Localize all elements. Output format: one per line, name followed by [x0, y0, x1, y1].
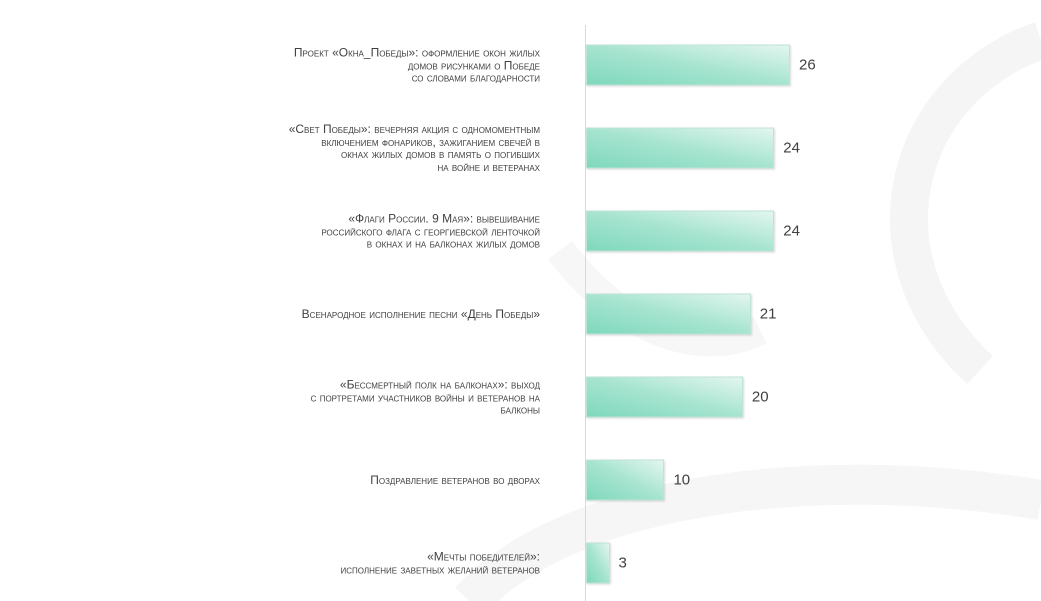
- bar: [586, 127, 775, 169]
- category-label: «Мечты победителей»: исполнение заветных …: [180, 549, 540, 576]
- category-label-line: с портретами участников войны и ветерано…: [310, 389, 540, 404]
- category-label: «Флаги России. 9 Мая»: вывешивание россий…: [180, 212, 540, 250]
- category-label-line: со словами благодарности: [411, 70, 540, 85]
- bar: [586, 210, 775, 252]
- category-label-line: Проект «Окна_Победы»: оформление окон жи…: [293, 45, 540, 60]
- category-label: «Бессмертный полк на балконах»: выход с п…: [180, 378, 540, 416]
- category-label-line: включением фонариков, зажиганием свечей …: [321, 134, 540, 149]
- category-label-line: российского флага с георгиевской ленточк…: [321, 223, 540, 238]
- category-label-line: Всенародное исполнение песни «День Побед…: [301, 306, 540, 321]
- data-label: 24: [783, 222, 800, 240]
- category-label-line: «Бессмертный полк на балконах»: выход: [339, 377, 540, 392]
- bar: [586, 293, 751, 335]
- category-label: Поздравление ветеранов во дворах: [180, 474, 540, 487]
- bar: [586, 376, 743, 418]
- category-label-line: окнах жилых домов в память о погибших: [341, 147, 540, 161]
- category-axis-line: [585, 25, 586, 601]
- bar: [586, 542, 610, 584]
- category-label-line: в окнах и на балконах жилых домов: [366, 236, 540, 251]
- category-label-line: исполнение заветных желаний ветеранов: [340, 562, 540, 576]
- category-label: Всенародное исполнение песни «День Побед…: [180, 308, 540, 321]
- category-label-line: балконы: [500, 402, 541, 417]
- category-label-line: «Мечты победителей»:: [427, 549, 540, 564]
- data-label: 10: [673, 471, 691, 489]
- bar: [586, 459, 665, 501]
- bar: [586, 44, 790, 86]
- category-label: «Свет Победы»: вечерняя акция с одномоме…: [180, 123, 540, 173]
- data-label: 24: [783, 139, 800, 157]
- category-label: Проект «Окна_Победы»: оформление окон жи…: [180, 46, 540, 84]
- category-label-line: на войне и ветеранах: [437, 159, 540, 174]
- data-label: 3: [618, 554, 627, 572]
- category-label-line: Поздравление ветеранов во дворах: [370, 472, 540, 487]
- category-label-line: домов рисунками о Победе: [407, 57, 540, 72]
- data-label: 20: [751, 388, 769, 406]
- category-label-line: «Флаги России. 9 Мая»: вывешивание: [348, 211, 540, 226]
- data-label: 21: [759, 305, 777, 323]
- category-label-line: «Свет Победы»: вечерняя акция с одномоме…: [288, 122, 540, 136]
- data-label: 26: [799, 56, 816, 74]
